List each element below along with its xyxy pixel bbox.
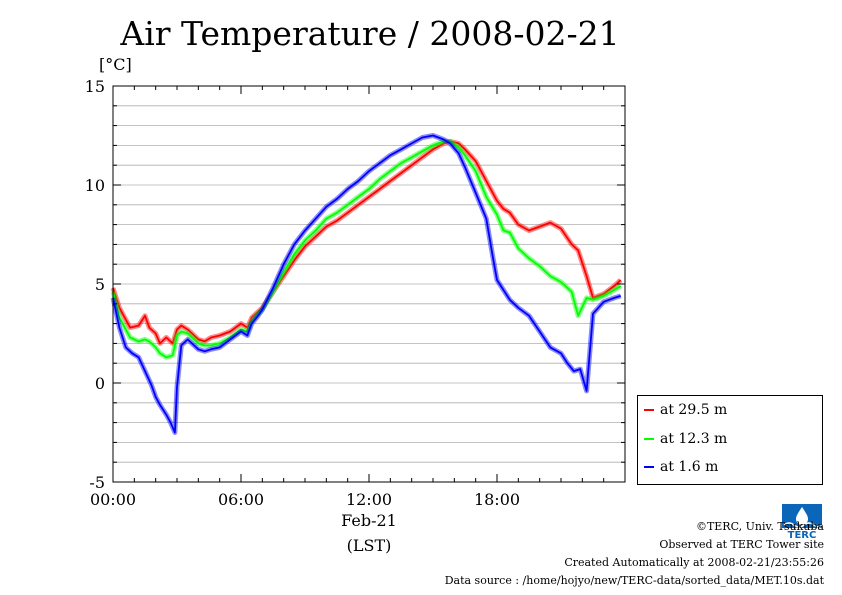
legend-label: at 12.3 m: [660, 431, 728, 447]
x-date-label: Feb-21: [341, 511, 397, 530]
footer-created: Created Automatically at 2008-02-21/23:5…: [564, 556, 824, 569]
footer-copyright: ©TERC, Univ. Tsukuba: [695, 520, 824, 533]
legend-item: at 1.6 m: [644, 459, 718, 475]
y-tick-label: 10: [85, 176, 105, 195]
y-unit-label: [°C]: [99, 55, 132, 74]
grid-lines: [113, 105, 625, 463]
y-tick-label: 15: [85, 77, 105, 96]
y-tick-label: -5: [89, 473, 105, 492]
axis-ticks: -5 0 5 10 15 00:00 06:00 12:00 18:00 [°C] Feb-21 (L…: [85, 55, 626, 555]
legend-label: at 29.5 m: [660, 402, 728, 418]
legend-swatch-blue: [644, 466, 654, 468]
svg-text:TERC: TERC: [788, 530, 817, 540]
series-line-1: [112, 140, 622, 359]
y-tick-label: 0: [95, 374, 105, 393]
legend-item: at 29.5 m: [644, 402, 727, 418]
series-line-0: [112, 140, 622, 345]
legend-swatch-red: [644, 409, 654, 411]
legend: at 29.5 m at 12.3 m at 1.6 m: [637, 395, 823, 485]
series-layer: [110, 133, 623, 435]
legend-item: at 12.3 m: [644, 431, 727, 447]
legend-swatch-green: [644, 438, 654, 440]
footer-site: Observed at TERC Tower site: [659, 538, 824, 551]
chart-title: Air Temperature / 2008-02-21: [120, 14, 620, 53]
terc-logo-icon: TERC: [782, 504, 822, 540]
x-tick-label: 00:00: [90, 490, 136, 509]
footer-source: Data source : /home/hojyo/new/TERC-data/…: [444, 574, 824, 587]
y-tick-label: 5: [95, 275, 105, 294]
x-axis-label: (LST): [347, 536, 392, 555]
x-tick-label: 06:00: [218, 490, 264, 509]
x-tick-label: 18:00: [474, 490, 520, 509]
legend-label: at 1.6 m: [660, 459, 719, 475]
x-tick-label: 12:00: [346, 490, 392, 509]
series-line-2: [112, 134, 621, 434]
